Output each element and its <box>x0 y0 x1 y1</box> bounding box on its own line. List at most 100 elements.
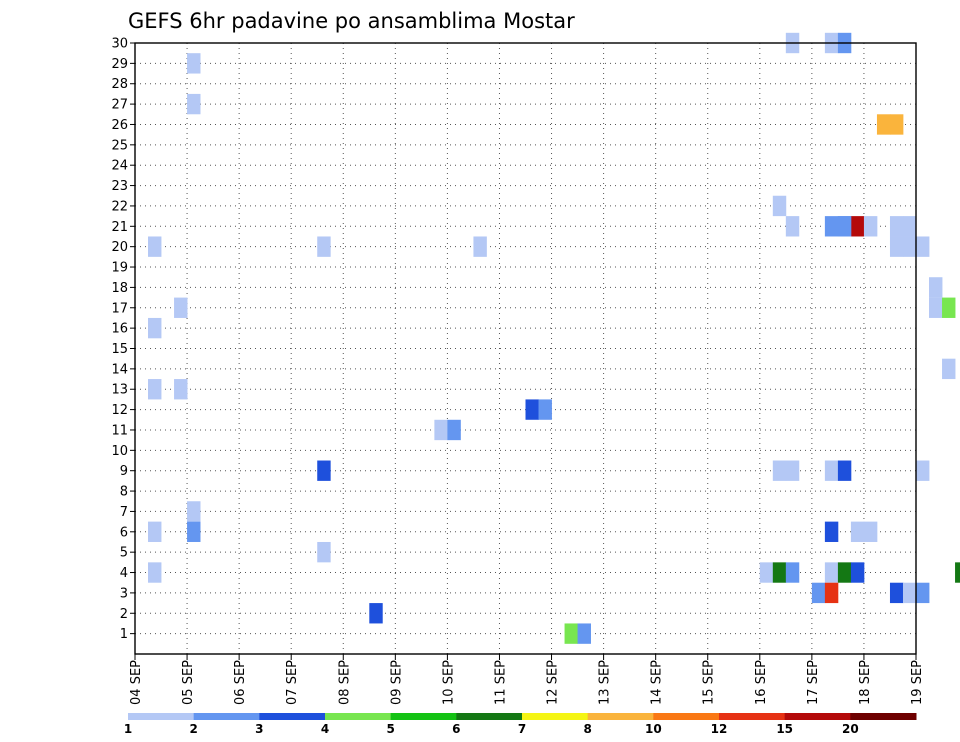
heatmap-cell <box>837 562 852 583</box>
heatmap-cell <box>785 216 800 237</box>
y-tick-label: 11 <box>111 423 128 438</box>
heatmap-cell <box>889 236 904 257</box>
y-tick-label: 15 <box>111 342 128 357</box>
heatmap-cell <box>824 562 839 583</box>
chart-title: GEFS 6hr padavine po ansamblima Mostar <box>128 9 575 33</box>
color-legend: 1 2 3 4 5 6 7 8 10 12 15 20 <box>124 713 917 736</box>
y-tick-label: 19 <box>111 261 128 276</box>
legend-swatch <box>653 713 720 720</box>
heatmap-cell <box>434 419 448 441</box>
legend-label: 7 <box>518 722 526 736</box>
heatmap-cell <box>824 582 839 604</box>
x-tick-label: 13 SEP <box>598 660 613 705</box>
heatmap-cell <box>916 236 930 257</box>
heatmap-cell <box>824 460 839 481</box>
heatmap-cell <box>538 399 552 420</box>
heatmap-cell <box>772 562 787 583</box>
heatmap-cell <box>772 460 787 481</box>
heatmap-cell <box>902 582 917 604</box>
x-tick-label: 19 SEP <box>910 660 925 705</box>
heatmap-cell <box>174 297 188 318</box>
heatmap-cell <box>564 623 578 644</box>
heatmap-cell <box>863 521 878 542</box>
heatmap-cell <box>850 562 865 583</box>
legend-swatch <box>719 713 786 720</box>
legend-swatch <box>850 713 917 720</box>
y-tick-label: 20 <box>111 240 128 255</box>
heatmap-cell <box>863 216 878 237</box>
y-tick-label: 5 <box>120 546 128 561</box>
y-tick-label: 10 <box>111 444 128 459</box>
heatmap-cell <box>942 358 956 380</box>
y-tick-label: 21 <box>111 220 128 235</box>
y-tick-label: 27 <box>111 98 128 113</box>
y-tick-label: 4 <box>120 566 128 581</box>
x-tick-label: 16 SEP <box>754 660 769 705</box>
y-tick-label: 3 <box>120 586 128 601</box>
legend-label: 10 <box>645 722 662 736</box>
x-tick-label: 11 SEP <box>493 660 508 705</box>
y-tick-label: 24 <box>111 159 128 174</box>
heatmap-cell <box>850 521 865 542</box>
x-tick-label: 05 SEP <box>181 660 196 705</box>
y-tick-label: 29 <box>111 57 128 72</box>
heatmap-cell <box>785 562 800 583</box>
legend-label: 12 <box>711 722 728 736</box>
y-tick-label: 7 <box>120 505 128 520</box>
legend-swatch <box>456 713 523 720</box>
legend-label: 20 <box>842 722 859 736</box>
legend-swatch <box>325 713 392 720</box>
heatmap-cell <box>785 460 800 481</box>
heatmap-cell <box>916 460 930 481</box>
y-tick-label: 25 <box>111 138 128 153</box>
y-tick-label: 22 <box>111 199 128 214</box>
legend-label: 1 <box>124 722 132 736</box>
x-tick-label: 07 SEP <box>285 660 300 705</box>
y-tick-label: 9 <box>120 464 128 479</box>
heatmap-cell <box>916 582 930 604</box>
heatmap-cell <box>889 114 904 135</box>
grid-lines <box>135 43 916 654</box>
heatmap-cell <box>187 93 201 115</box>
legend-label: 15 <box>776 722 793 736</box>
heatmap-cell <box>889 216 904 237</box>
heatmap-cell <box>837 460 852 481</box>
y-tick-label: 13 <box>111 383 128 398</box>
y-tick-label: 28 <box>111 77 128 92</box>
heatmap-cell <box>577 623 591 644</box>
heatmap-cell <box>525 399 539 420</box>
y-tick-label: 8 <box>120 485 128 500</box>
y-tick-label: 1 <box>120 627 128 642</box>
heatmap-cell <box>148 236 162 257</box>
heatmap-cell <box>929 277 943 298</box>
y-tick-label: 23 <box>111 179 128 194</box>
cells-layer <box>148 32 960 644</box>
legend-label: 6 <box>452 722 460 736</box>
legend-swatch <box>390 713 457 720</box>
heatmap-cell <box>447 419 461 441</box>
y-tick-label: 14 <box>111 362 128 377</box>
x-tick-label: 09 SEP <box>389 660 404 705</box>
legend-label: 8 <box>583 722 591 736</box>
heatmap-cell <box>824 216 839 237</box>
x-tick-label: 12 SEP <box>546 660 561 705</box>
heatmap-cell <box>876 114 891 135</box>
heatmap-cell <box>148 521 162 542</box>
y-tick-label: 2 <box>120 607 128 622</box>
legend-swatch <box>193 713 260 720</box>
y-tick-label: 12 <box>111 403 128 418</box>
heatmap-cell <box>148 317 162 339</box>
heatmap-cell <box>759 562 774 583</box>
heatmap-cell <box>317 236 331 257</box>
heatmap-cell <box>811 582 826 604</box>
heatmap-cell <box>174 379 188 400</box>
x-tick-label: 14 SEP <box>650 660 665 705</box>
legend-swatch <box>587 713 654 720</box>
y-tick-label: 16 <box>111 322 128 337</box>
heatmap-cell <box>148 379 162 400</box>
heatmap-cell <box>955 562 960 583</box>
y-tick-label: 26 <box>111 118 128 133</box>
legend-swatch <box>784 713 851 720</box>
